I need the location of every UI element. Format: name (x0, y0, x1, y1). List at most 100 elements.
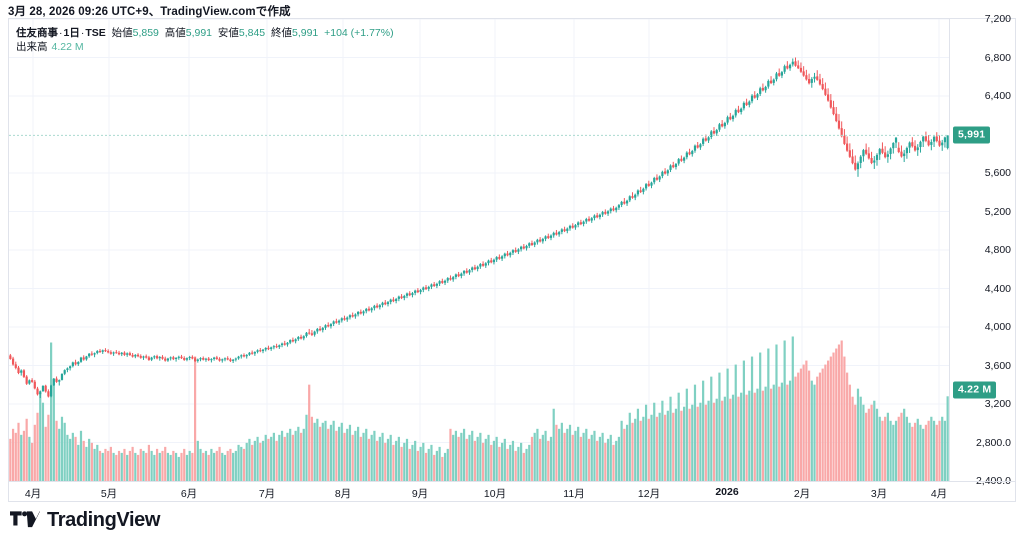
candle-body (20, 370, 23, 373)
volume-bar (938, 420, 941, 481)
volume-bar (66, 434, 69, 481)
candle-body (397, 296, 400, 299)
volume-bar (577, 426, 580, 481)
time-axis[interactable]: 4月 5月 6月 7月 8月 9月 10月 11月 12月 2026 2月 3月 4月 (9, 482, 949, 502)
volume-bar (566, 428, 569, 481)
candle-body (946, 135, 949, 149)
volume-bar (558, 428, 561, 481)
volume-bar (881, 420, 884, 481)
candle-body (740, 108, 743, 112)
volume-bar (435, 450, 438, 481)
candle-body (772, 79, 775, 83)
volume-bar (123, 448, 126, 481)
chart-plot-area[interactable] (9, 19, 949, 481)
candle-body (753, 95, 756, 98)
candle-body (60, 373, 64, 380)
candle-body (299, 336, 303, 339)
candle-body (316, 328, 319, 332)
volume-bar (498, 446, 501, 481)
volume-bar (927, 420, 930, 481)
volume-bar (400, 446, 403, 481)
volume-bar (101, 452, 104, 481)
volume-bar (753, 392, 756, 481)
volume-bar (60, 416, 64, 481)
candle-body (615, 207, 618, 211)
volume-bar (574, 430, 577, 481)
candle-body (617, 205, 621, 208)
volume-bar (846, 372, 849, 481)
volume-bar (737, 396, 740, 481)
volume-bar (191, 452, 194, 481)
candle-body (775, 73, 778, 80)
volume-bar (856, 388, 860, 481)
candle-body (142, 356, 145, 358)
volume-bar (818, 372, 822, 481)
current-price-badge[interactable]: 5,991 (953, 126, 991, 144)
volume-bar (131, 446, 134, 481)
candle-body (462, 270, 466, 274)
volume-bar (520, 442, 523, 481)
volume-bar (427, 448, 430, 481)
price-axis[interactable]: 7,200 6,800 6,400 5,600 5,200 4,800 4,400 4,000… (950, 13, 1015, 487)
volume-bar (443, 452, 447, 481)
volume-bar (386, 438, 390, 481)
candle-body (783, 66, 786, 72)
candle-body (291, 339, 295, 342)
candle-body (536, 239, 539, 243)
candle-body (715, 130, 718, 134)
volume-bar (376, 440, 379, 481)
candle-body (310, 333, 314, 335)
volume-bar (500, 442, 504, 481)
volume-bar (109, 446, 112, 481)
volume-bar (207, 454, 210, 481)
candle-body (577, 222, 580, 225)
candle-body (215, 357, 218, 359)
candle-body (693, 145, 697, 151)
volume-bar (794, 376, 797, 481)
volume-bar (185, 454, 189, 481)
candle-body (362, 311, 365, 314)
volume-bar (405, 438, 409, 481)
price-axis-tick: 2,800.0 (975, 436, 1011, 449)
volume-bar (416, 450, 419, 481)
time-axis-tick: 3月 (870, 488, 888, 500)
volume-bar (174, 452, 178, 481)
candle-body (818, 79, 822, 85)
volume-bar (854, 404, 857, 481)
volume-value-badge[interactable]: 4.22 M (953, 381, 997, 399)
volume-bar (745, 394, 748, 481)
volume-bar (213, 452, 216, 481)
tradingview-mark-icon (10, 511, 40, 528)
volume-bar (234, 450, 237, 481)
candle-body (704, 138, 707, 141)
candle-body (150, 357, 153, 360)
candle-body (943, 137, 947, 143)
volume-bar (848, 384, 851, 481)
candle-body (17, 367, 20, 374)
candle-body (430, 284, 433, 287)
volume-bar (468, 434, 471, 481)
candle-body (340, 318, 343, 321)
candle-body (79, 357, 83, 362)
candle-body (636, 190, 640, 195)
volume-bar (291, 434, 295, 481)
candle-body (359, 311, 362, 314)
volume-bar (514, 450, 517, 481)
volume-bar (663, 414, 667, 481)
volume-bar (177, 456, 180, 481)
candle-body (96, 351, 99, 353)
volume-bar (734, 364, 737, 481)
candle-body (101, 350, 104, 352)
candle-body (571, 225, 574, 228)
candle-body (799, 67, 803, 72)
candle-body (297, 337, 300, 340)
volume-bar (44, 426, 47, 481)
volume-bar (726, 368, 729, 481)
volume-bar (533, 432, 536, 481)
candle-body (663, 171, 667, 174)
tradingview-wordmark: TradingView (47, 509, 161, 531)
candle-body (653, 178, 656, 183)
candle-body (707, 137, 710, 141)
volume-bar (142, 450, 145, 481)
candle-body (433, 284, 436, 286)
